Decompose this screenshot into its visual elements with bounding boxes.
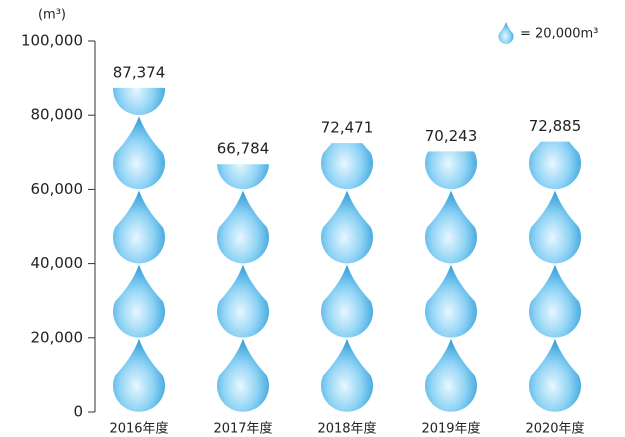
drop xyxy=(216,190,269,264)
y-tick-label: 60,000 xyxy=(31,180,84,198)
drop-column xyxy=(529,141,581,412)
x-tick-label: 2018年度 xyxy=(317,421,376,437)
drop xyxy=(113,116,165,190)
y-tick-label: 40,000 xyxy=(31,254,84,272)
x-tick-label: 2020年度 xyxy=(525,421,584,437)
bar xyxy=(425,151,477,412)
legend-icon xyxy=(498,22,514,44)
y-axis-label: (m³) xyxy=(38,8,66,23)
value-label: 66,784 xyxy=(217,140,270,158)
drop xyxy=(529,141,581,190)
drop-column xyxy=(425,151,477,412)
drop xyxy=(425,190,477,264)
drop xyxy=(529,264,581,338)
x-tick-label: 2019年度 xyxy=(421,421,480,437)
drop xyxy=(529,338,581,412)
value-label: 87,374 xyxy=(113,63,166,81)
drop-column xyxy=(216,164,269,412)
value-label: 72,885 xyxy=(529,117,582,135)
value-label: 72,471 xyxy=(321,119,374,137)
drop xyxy=(425,264,477,338)
y-tick-label: 0 xyxy=(73,403,83,421)
drop-column xyxy=(321,143,373,412)
legend-label: = 20,000m³ xyxy=(520,27,598,42)
drop-column xyxy=(113,87,165,412)
drop xyxy=(113,338,165,412)
drop xyxy=(113,190,165,264)
drop xyxy=(216,338,269,412)
bar xyxy=(529,142,581,412)
y-tick-label: 80,000 xyxy=(31,106,84,124)
drop xyxy=(321,264,373,338)
drop xyxy=(425,151,477,190)
bar xyxy=(113,88,165,412)
y-tick-label: 20,000 xyxy=(31,328,84,346)
bar xyxy=(321,143,373,412)
value-label: 70,243 xyxy=(425,127,478,145)
drop xyxy=(113,87,165,115)
drop xyxy=(217,164,269,190)
drop xyxy=(321,190,373,264)
drop xyxy=(321,338,373,412)
drop xyxy=(113,264,165,338)
drop xyxy=(216,264,269,338)
bar xyxy=(217,164,269,412)
y-tick-label: 100,000 xyxy=(21,32,83,50)
x-tick-label: 2017年度 xyxy=(213,421,272,437)
x-tick-label: 2016年度 xyxy=(109,421,168,437)
drop xyxy=(321,143,373,190)
drop xyxy=(529,190,581,264)
drop xyxy=(425,338,477,412)
